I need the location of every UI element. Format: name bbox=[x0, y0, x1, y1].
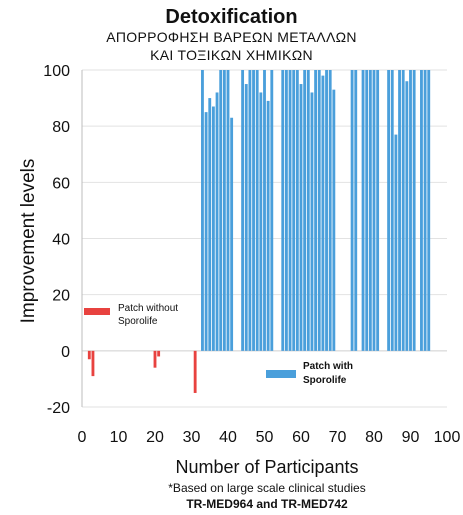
footnote-line-1: *Based on large scale clinical studies bbox=[168, 481, 366, 495]
bar-with-sporolife bbox=[244, 84, 248, 351]
x-tick-label: 50 bbox=[256, 429, 274, 446]
bar-with-sporolife bbox=[270, 70, 274, 351]
bar-without-sporolife bbox=[91, 350, 95, 377]
bar-with-sporolife bbox=[390, 70, 394, 351]
x-tick-label: 30 bbox=[183, 429, 201, 446]
x-axis-label: Number of Participants bbox=[175, 457, 359, 477]
bar-with-sporolife bbox=[263, 70, 266, 351]
legend-label-with-sporolife-line-2: Sporolife bbox=[303, 375, 347, 386]
bar-with-sporolife bbox=[405, 81, 409, 351]
bar-with-sporolife bbox=[306, 70, 310, 351]
bar-with-sporolife bbox=[219, 70, 223, 351]
y-tick-label: 40 bbox=[52, 232, 70, 249]
bar-with-sporolife bbox=[350, 70, 354, 351]
bar-with-sporolife bbox=[215, 92, 219, 351]
bar-with-sporolife bbox=[372, 70, 376, 351]
y-tick-label: 0 bbox=[61, 344, 70, 361]
bar-with-sporolife bbox=[332, 89, 336, 351]
chart-title: Detoxification bbox=[165, 6, 298, 28]
x-tick-label: 80 bbox=[365, 429, 383, 446]
legend-label-without-sporolife-line-2: Sporolife bbox=[118, 316, 158, 327]
x-tick-label: 70 bbox=[329, 429, 347, 446]
bar-with-sporolife bbox=[252, 70, 255, 351]
bar-with-sporolife bbox=[241, 70, 245, 351]
x-tick-label: 20 bbox=[146, 429, 164, 446]
bar-with-sporolife bbox=[314, 70, 318, 351]
bar-with-sporolife bbox=[365, 70, 369, 351]
legend-swatch-with-sporolife bbox=[266, 370, 296, 378]
bar-without-sporolife bbox=[87, 350, 91, 360]
footnote-line-2: TR-MED964 and TR-MED742 bbox=[186, 497, 348, 511]
bar-with-sporolife bbox=[423, 70, 427, 351]
bar-with-sporolife bbox=[409, 70, 412, 351]
bar-with-sporolife bbox=[226, 70, 230, 351]
bar-with-sporolife bbox=[412, 70, 416, 351]
x-tick-label: 100 bbox=[434, 429, 461, 446]
bar-with-sporolife bbox=[398, 70, 401, 351]
bar-with-sporolife bbox=[427, 70, 431, 351]
x-tick-label: 0 bbox=[78, 429, 87, 446]
x-tick-label: 10 bbox=[110, 429, 128, 446]
bar-without-sporolife bbox=[193, 350, 197, 393]
bar-with-sporolife bbox=[284, 70, 288, 351]
bar-with-sporolife bbox=[230, 117, 234, 351]
x-tick-label: 60 bbox=[292, 429, 310, 446]
bar-with-sporolife bbox=[201, 70, 204, 351]
bar-with-sporolife bbox=[288, 70, 292, 351]
bar-with-sporolife bbox=[401, 70, 405, 351]
x-tick-label: 90 bbox=[402, 429, 420, 446]
legend-label-without-sporolife: Patch without bbox=[118, 303, 178, 314]
x-tick-label: 40 bbox=[219, 429, 237, 446]
bar-with-sporolife bbox=[368, 70, 372, 351]
bar-with-sporolife bbox=[292, 70, 296, 351]
bar-with-sporolife bbox=[266, 100, 270, 351]
bar-with-sporolife bbox=[325, 70, 328, 351]
bar-with-sporolife bbox=[295, 70, 299, 351]
bar-with-sporolife bbox=[299, 84, 303, 351]
legend-label-with-sporolife: Patch with bbox=[303, 361, 353, 372]
bar-without-sporolife bbox=[157, 350, 161, 357]
bar-with-sporolife bbox=[248, 70, 252, 351]
bar-with-sporolife bbox=[222, 70, 226, 351]
bar-with-sporolife bbox=[354, 70, 358, 351]
bar-with-sporolife bbox=[394, 134, 398, 351]
y-tick-label: 100 bbox=[43, 63, 70, 80]
bar-with-sporolife bbox=[204, 112, 208, 351]
bar-with-sporolife bbox=[387, 70, 391, 351]
bar-with-sporolife bbox=[255, 70, 259, 351]
bar-with-sporolife bbox=[321, 75, 325, 351]
legend-swatch-without-sporolife bbox=[84, 308, 110, 315]
bar-with-sporolife bbox=[328, 70, 332, 351]
bar-with-sporolife bbox=[317, 70, 321, 351]
bar-with-sporolife bbox=[376, 70, 380, 351]
y-tick-label: 20 bbox=[52, 288, 70, 305]
bar-with-sporolife bbox=[281, 70, 285, 351]
y-tick-label: 60 bbox=[52, 175, 70, 192]
bar-with-sporolife bbox=[259, 92, 263, 351]
y-tick-label: 80 bbox=[52, 119, 70, 136]
y-axis-label: Improvement levels bbox=[18, 158, 39, 324]
bar-without-sporolife bbox=[153, 350, 157, 368]
bar-with-sporolife bbox=[211, 106, 215, 351]
y-tick-label: -20 bbox=[47, 400, 70, 417]
chart-subtitle-line-2: ΚΑΙ ΤΟΞΙΚΩΝ ΧΗΜΙΚΩΝ bbox=[150, 47, 313, 63]
bar-with-sporolife bbox=[208, 98, 212, 351]
chart-subtitle-line-1: ΑΠΟΡΡΟΦΗΣΗ ΒΑΡΕΩΝ ΜΕΤΑΛΛΩΝ bbox=[106, 29, 357, 45]
bar-with-sporolife bbox=[303, 70, 307, 351]
bar-with-sporolife bbox=[361, 70, 365, 351]
bar-with-sporolife bbox=[310, 92, 314, 351]
bar-with-sporolife bbox=[420, 70, 423, 351]
